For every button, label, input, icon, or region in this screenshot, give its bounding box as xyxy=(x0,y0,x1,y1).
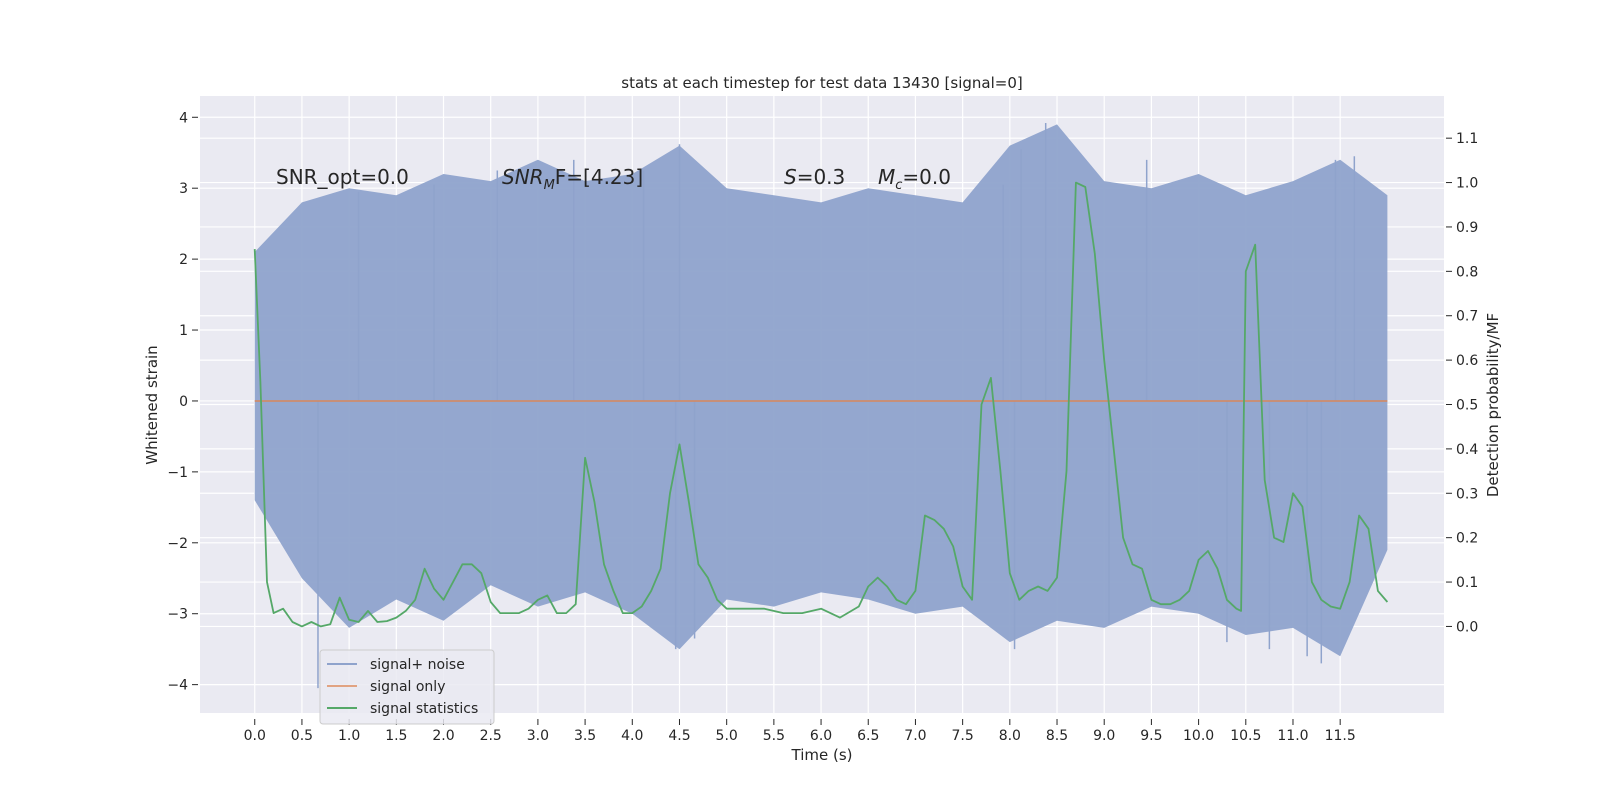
x-tick-label: 0.5 xyxy=(291,728,313,744)
y-right-axis-label: Detection probability/MF xyxy=(1484,313,1502,497)
y-left-tick-label: 3 xyxy=(179,181,188,197)
legend-label-signal-only: signal only xyxy=(370,679,445,695)
x-tick-label: 10.0 xyxy=(1183,728,1214,744)
x-tick-label: 3.0 xyxy=(527,728,549,744)
x-tick-label: 6.0 xyxy=(810,728,832,744)
x-tick-label: 2.0 xyxy=(432,728,454,744)
series-signal-noise-spikes xyxy=(317,122,1356,689)
y-right-tick-label: 0.3 xyxy=(1456,486,1478,502)
annotation-snr-opt: SNR_opt=0.0 xyxy=(276,165,409,189)
series-signal-statistics-line xyxy=(253,181,1389,628)
annotation-s-var: S xyxy=(784,165,797,189)
x-tick-label: 1.5 xyxy=(385,728,407,744)
y-right-tick-label: 1.0 xyxy=(1456,176,1478,192)
x-tick-label: 9.5 xyxy=(1140,728,1162,744)
y-left-tick-label: −4 xyxy=(167,678,188,694)
y-left-axis-ticks: −4 −3 −2 −1 0 1 2 3 4 xyxy=(167,110,198,694)
y-left-axis-label: Whitened strain xyxy=(143,345,161,464)
y-right-axis-ticks: 0.0 0.1 0.2 0.3 0.4 0.5 0.6 0.7 0.8 0.9 1.0 1.1 xyxy=(1446,131,1478,635)
y-left-tick-label: −3 xyxy=(167,607,188,623)
x-tick-label: 4.5 xyxy=(668,728,690,744)
x-axis-label: Time (s) xyxy=(791,746,853,764)
y-left-tick-label: 4 xyxy=(179,110,188,126)
y-right-tick-label: 0.7 xyxy=(1456,309,1478,325)
chart-title: stats at each timestep for test data 134… xyxy=(621,74,1022,92)
y-right-tick-label: 0.0 xyxy=(1456,619,1478,635)
x-axis-ticks: 0.0 0.5 1.0 1.5 2.0 2.5 3.0 3.5 4.0 4.5 5.0 5.5 6.0 6… xyxy=(244,719,1356,744)
x-tick-label: 7.0 xyxy=(904,728,926,744)
y-right-tick-label: 0.8 xyxy=(1456,264,1478,280)
y-right-tick-label: 1.1 xyxy=(1456,131,1478,147)
x-tick-label: 7.5 xyxy=(952,728,974,744)
series-signal-noise-fill xyxy=(254,124,1388,657)
x-tick-label: 3.5 xyxy=(574,728,596,744)
x-tick-label: 8.0 xyxy=(999,728,1021,744)
annotation-snr-mf-rest: F=[4.23] xyxy=(555,165,643,189)
x-tick-label: 1.0 xyxy=(338,728,360,744)
x-tick-label: 11.0 xyxy=(1277,728,1308,744)
annotation-mc-sub: c xyxy=(895,178,902,193)
legend-label-signal-statistics: signal statistics xyxy=(370,701,478,717)
y-right-tick-label: 0.6 xyxy=(1456,353,1478,369)
y-right-tick-label: 0.5 xyxy=(1456,398,1478,414)
y-right-tick-label: 0.1 xyxy=(1456,575,1478,591)
y-left-tick-label: −2 xyxy=(167,536,188,552)
annotation-snr-mf-main: SNR xyxy=(502,165,544,189)
x-tick-label: 5.0 xyxy=(716,728,738,744)
x-tick-label: 9.0 xyxy=(1093,728,1115,744)
annotation-s: S=0.3 xyxy=(784,165,845,189)
x-tick-label: 4.0 xyxy=(621,728,643,744)
y-left-tick-label: −1 xyxy=(167,465,188,481)
x-tick-label: 5.5 xyxy=(763,728,785,744)
legend-box xyxy=(319,649,495,725)
y-left-tick-label: 0 xyxy=(179,394,188,410)
annotation-snr-mf-sub: M xyxy=(544,178,555,193)
annotation-mc-rest: =0.0 xyxy=(902,165,951,189)
x-tick-label: 2.5 xyxy=(480,728,502,744)
annotation-s-rest: =0.3 xyxy=(797,165,846,189)
x-tick-label: 6.5 xyxy=(857,728,879,744)
x-tick-label: 0.0 xyxy=(244,728,266,744)
annotation-mc-var: M xyxy=(878,165,895,189)
y-left-tick-label: 1 xyxy=(179,323,188,339)
x-tick-label: 10.5 xyxy=(1230,728,1261,744)
x-tick-label: 8.5 xyxy=(1046,728,1068,744)
y-left-tick-label: 2 xyxy=(179,252,188,268)
data-layer xyxy=(253,122,1389,689)
annotation-snr-mf: SNRMF=[4.23] xyxy=(502,165,643,193)
y-right-tick-label: 0.2 xyxy=(1456,531,1478,547)
y-right-tick-label: 0.9 xyxy=(1456,220,1478,236)
y-right-tick-label: 0.4 xyxy=(1456,442,1478,458)
legend-label-signal-noise: signal+ noise xyxy=(370,657,465,673)
legend: signal+ noise signal only signal statist… xyxy=(319,649,495,725)
x-tick-label: 11.5 xyxy=(1325,728,1356,744)
annotation-mc: Mc=0.0 xyxy=(878,165,951,193)
